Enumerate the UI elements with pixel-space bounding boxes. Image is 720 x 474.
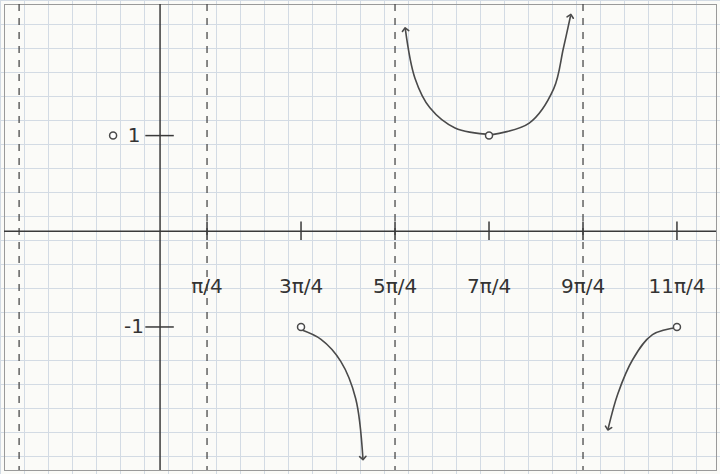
svg-text:3π/4: 3π/4 <box>279 274 323 298</box>
svg-text:9π/4: 9π/4 <box>561 274 605 298</box>
svg-text:11π/4: 11π/4 <box>648 274 705 298</box>
svg-text:-1: -1 <box>124 314 144 338</box>
svg-text:7π/4: 7π/4 <box>467 274 511 298</box>
svg-text:5π/4: 5π/4 <box>373 274 417 298</box>
svg-text:π/4: π/4 <box>191 274 223 298</box>
svg-text:1: 1 <box>128 123 141 147</box>
